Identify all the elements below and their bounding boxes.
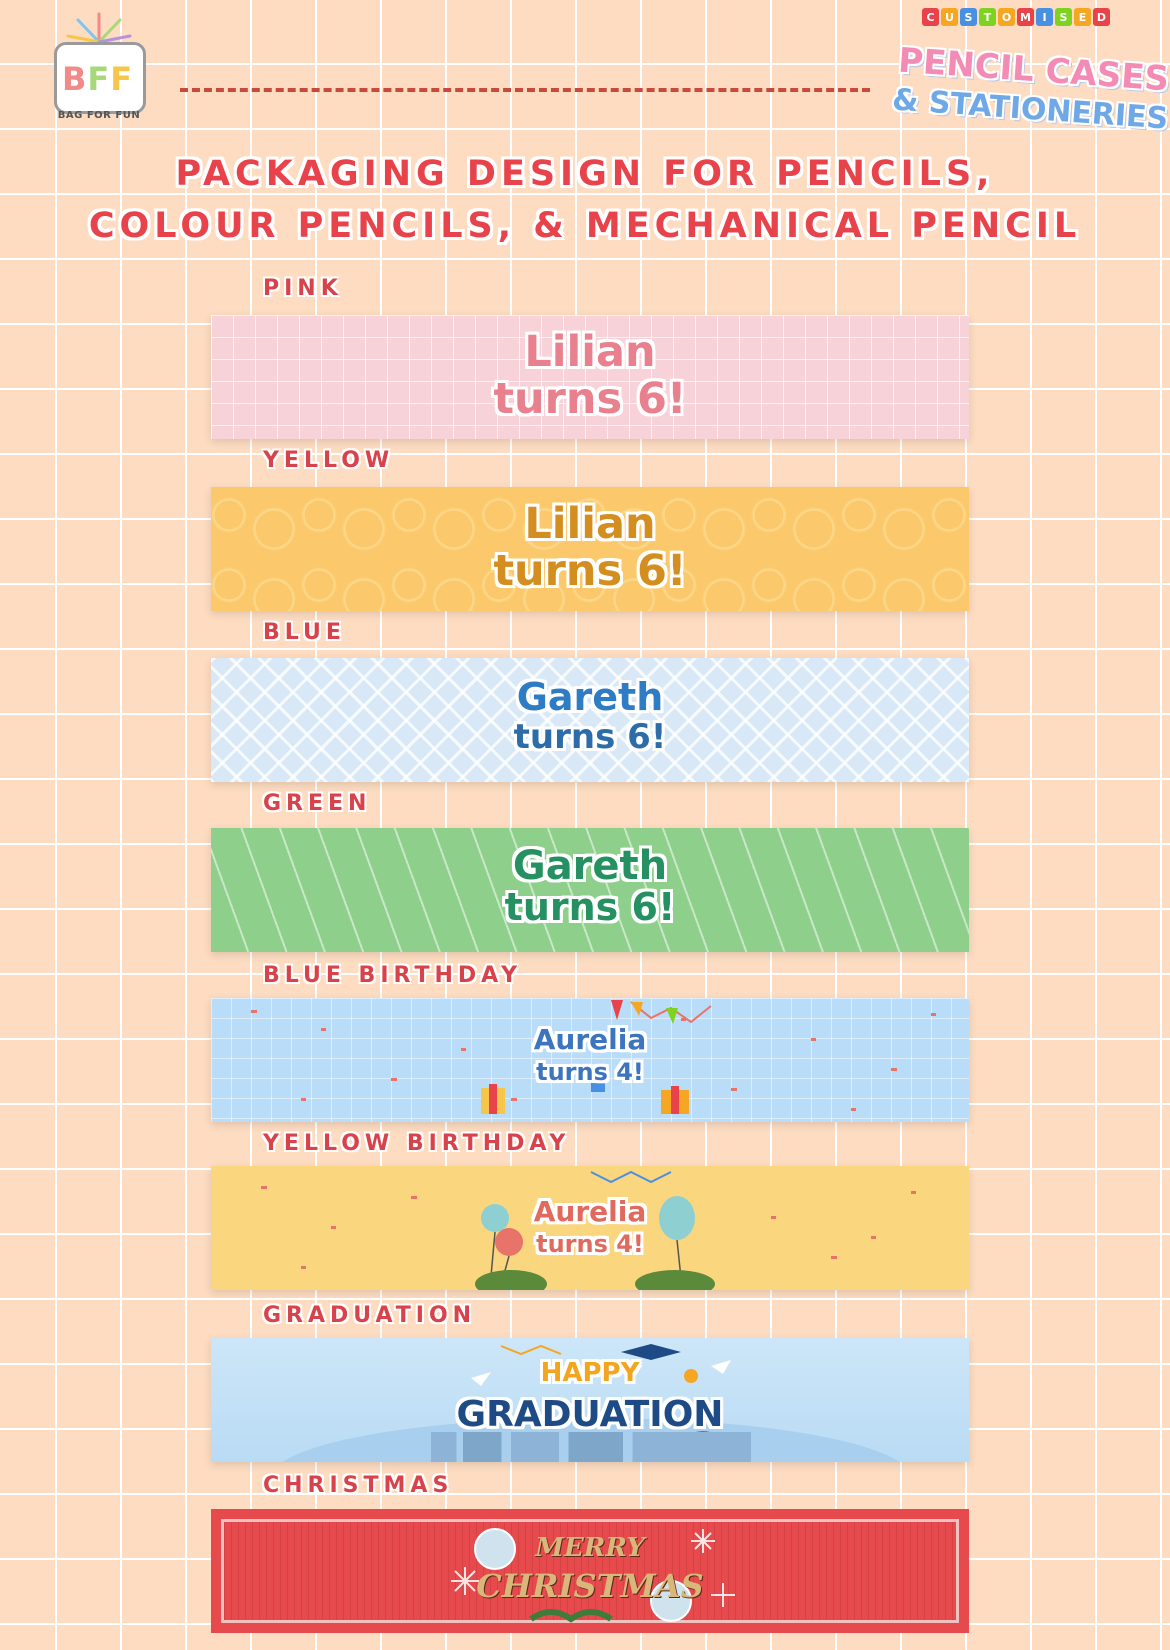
balloons-decoration bbox=[261, 1170, 916, 1290]
christmas-decoration bbox=[451, 1528, 735, 1623]
design-label-green: GREEN bbox=[263, 791, 372, 816]
design-label-yellow: YELLOW bbox=[263, 448, 395, 473]
logo-subtitle: BAG FOR FUN bbox=[57, 110, 141, 121]
page-title-line-2: COLOUR PENCILS, & MECHANICAL PENCIL bbox=[88, 206, 1082, 246]
banner-message: turns 4! bbox=[536, 1058, 644, 1086]
banner-pink: Lilian turns 6! bbox=[211, 315, 969, 439]
banner-graduation-text: GRADUATION bbox=[456, 1394, 724, 1435]
customised-letter-block: S bbox=[1055, 8, 1072, 26]
customised-letter-block: T bbox=[979, 8, 996, 26]
design-label-blue: BLUE bbox=[263, 620, 346, 645]
banner-blue: Gareth turns 6! bbox=[211, 658, 969, 782]
banner-christmas: MERRY CHRISTMAS bbox=[211, 1509, 969, 1633]
banner-yellow-birthday: Aurelia turns 4! bbox=[211, 1166, 969, 1290]
banner-name: Gareth bbox=[512, 843, 668, 889]
customised-letter-block: M bbox=[1017, 8, 1034, 26]
customised-letter-block: O bbox=[998, 8, 1015, 26]
logo-bag-outline bbox=[54, 42, 146, 114]
banner-name: Gareth bbox=[516, 675, 664, 719]
customised-letter-block: D bbox=[1093, 8, 1110, 26]
banner-yellow: Lilian turns 6! bbox=[211, 487, 969, 611]
fireworks-icon bbox=[66, 12, 132, 44]
customised-letter-block: S bbox=[960, 8, 977, 26]
city-skyline bbox=[431, 1432, 751, 1462]
banner-name: Lilian bbox=[524, 499, 656, 549]
banner-message: turns 6! bbox=[504, 885, 676, 929]
banner-name: Aurelia bbox=[533, 1195, 647, 1228]
banner-green: Gareth turns 6! bbox=[211, 828, 969, 952]
bff-logo: BFF BAG FOR FUN bbox=[48, 8, 148, 126]
design-label-graduation: GRADUATION bbox=[263, 1303, 477, 1328]
banner-happy-text: HAPPY bbox=[540, 1358, 640, 1388]
design-label-pink: PINK bbox=[263, 276, 343, 301]
customised-letter-block: E bbox=[1074, 8, 1091, 26]
design-label-yellow-birthday: YELLOW BIRTHDAY bbox=[263, 1131, 571, 1156]
logo-letters: BFF bbox=[62, 60, 134, 98]
banner-message: turns 6! bbox=[513, 717, 667, 757]
banner-message: turns 6! bbox=[493, 374, 687, 424]
banner-merry-text: MERRY bbox=[535, 1533, 645, 1563]
page-title-line-1: PACKAGING DESIGN FOR PENCILS, bbox=[175, 154, 995, 194]
banner-blue-birthday: Aurelia turns 4! bbox=[211, 998, 969, 1122]
banner-name: Aurelia bbox=[533, 1023, 647, 1056]
confetti-decoration bbox=[251, 1000, 936, 1114]
banner-graduation: HAPPY GRADUATION bbox=[211, 1338, 969, 1462]
customised-letter-block: I bbox=[1036, 8, 1053, 26]
banner-message: turns 4! bbox=[536, 1230, 644, 1258]
banner-christmas-text: CHRISTMAS bbox=[476, 1567, 704, 1605]
design-label-christmas: CHRISTMAS bbox=[263, 1473, 454, 1498]
banner-name: Lilian bbox=[524, 327, 656, 377]
dashed-divider bbox=[180, 88, 870, 92]
customised-letter-block: C bbox=[922, 8, 939, 26]
banner-message: turns 6! bbox=[493, 546, 687, 596]
design-label-blue-birthday: BLUE BIRTHDAY bbox=[263, 963, 522, 988]
customised-letter-block: U bbox=[941, 8, 958, 26]
